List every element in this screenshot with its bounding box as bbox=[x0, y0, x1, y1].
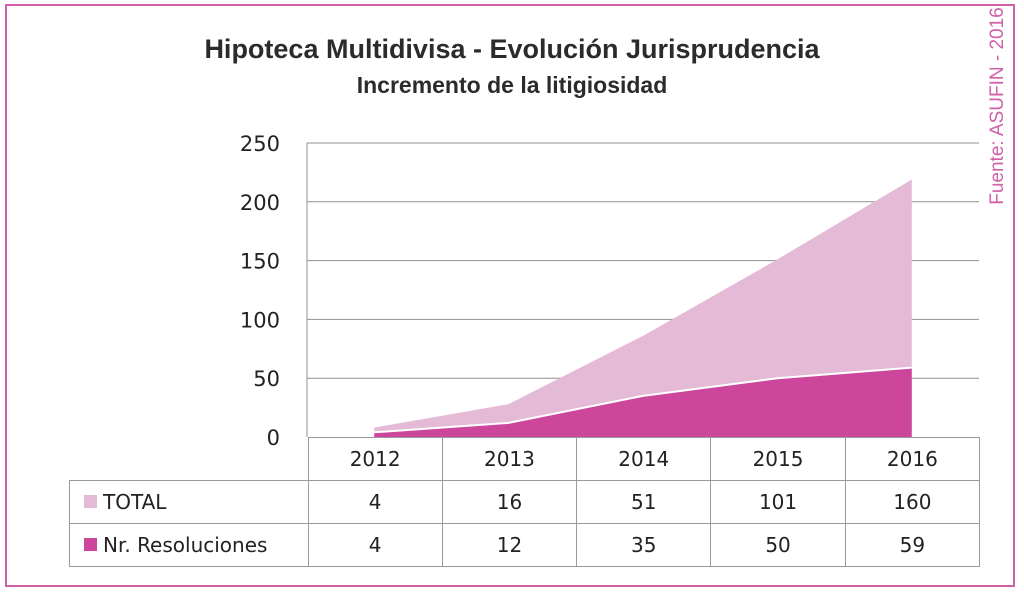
table-row-total: TOTAL 4 16 51 101 160 bbox=[69, 480, 981, 524]
data-cell: 4 bbox=[307, 480, 443, 524]
year-header-2012: 2012 bbox=[307, 437, 443, 481]
year-header-2015: 2015 bbox=[710, 437, 846, 481]
series-boundary-line bbox=[374, 366, 912, 434]
data-cell: 4 bbox=[307, 523, 443, 567]
data-cell: 160 bbox=[844, 480, 981, 524]
chart-title: Hipoteca Multidivisa - Evolución Jurispr… bbox=[204, 34, 820, 64]
year-header-row: 2012 2013 2014 2015 2016 bbox=[69, 437, 981, 481]
y-tick-label: 50 bbox=[253, 367, 280, 391]
y-tick-label: 150 bbox=[240, 250, 280, 274]
data-table: 2012 2013 2014 2015 2016 TOTAL 4 16 51 1… bbox=[69, 437, 981, 567]
data-cell: 50 bbox=[710, 523, 846, 567]
year-header-2014: 2014 bbox=[576, 437, 712, 481]
data-cell: 12 bbox=[441, 523, 578, 567]
series-name-total: TOTAL bbox=[103, 490, 167, 514]
data-cell: 101 bbox=[710, 480, 846, 524]
table-corner bbox=[69, 437, 309, 481]
table-row-resoluciones: Nr. Resoluciones 4 12 35 50 59 bbox=[69, 523, 981, 567]
data-cell: 51 bbox=[576, 480, 712, 524]
data-cell: 59 bbox=[844, 523, 981, 567]
legend-swatch-total bbox=[84, 495, 97, 508]
year-header-2016: 2016 bbox=[844, 437, 981, 481]
y-tick-label: 200 bbox=[240, 191, 280, 215]
series-legend-total: TOTAL bbox=[69, 480, 309, 524]
year-header-2013: 2013 bbox=[441, 437, 578, 481]
area-total bbox=[374, 179, 912, 433]
series-legend-resoluciones: Nr. Resoluciones bbox=[69, 523, 309, 567]
area-resoluciones bbox=[374, 367, 912, 437]
y-tick-label: 100 bbox=[240, 308, 280, 332]
data-cell: 16 bbox=[441, 480, 578, 524]
y-tick-label: 250 bbox=[240, 132, 280, 156]
chart-subtitle: Incremento de la litigiosidad bbox=[356, 72, 668, 98]
series-name-resoluciones: Nr. Resoluciones bbox=[103, 533, 268, 557]
data-cell: 35 bbox=[576, 523, 712, 567]
legend-swatch-resoluciones bbox=[84, 538, 97, 551]
